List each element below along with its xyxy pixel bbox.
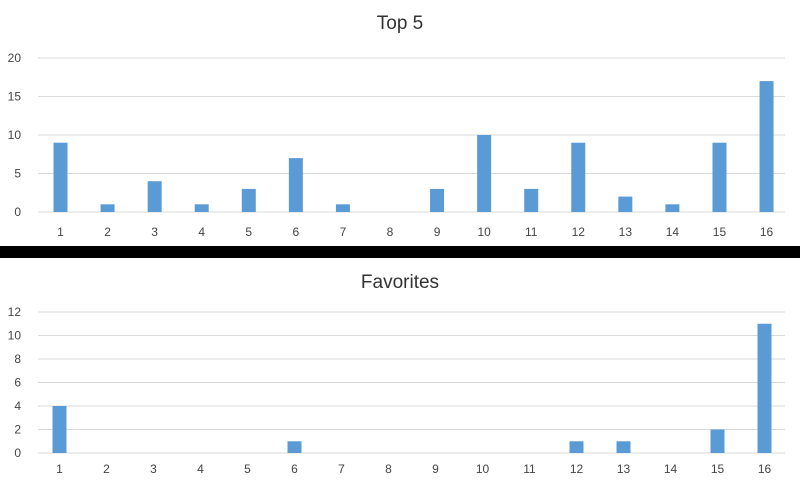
y-tick-label: 4 bbox=[14, 399, 21, 413]
bar bbox=[571, 143, 585, 212]
bar bbox=[758, 324, 772, 453]
bar bbox=[336, 204, 350, 212]
x-tick-label: 7 bbox=[338, 462, 345, 476]
x-tick-label: 1 bbox=[56, 462, 63, 476]
bar bbox=[760, 81, 774, 212]
y-tick-label: 0 bbox=[14, 446, 21, 460]
x-tick-label: 2 bbox=[103, 462, 110, 476]
bar bbox=[570, 441, 584, 453]
y-tick-label: 20 bbox=[8, 51, 22, 65]
y-tick-label: 2 bbox=[14, 423, 21, 437]
bar bbox=[289, 158, 303, 212]
bar bbox=[665, 204, 679, 212]
x-tick-label: 11 bbox=[525, 225, 538, 239]
bar bbox=[477, 135, 491, 212]
bar bbox=[288, 441, 302, 453]
y-tick-label: 6 bbox=[14, 376, 21, 390]
x-tick-label: 16 bbox=[758, 462, 772, 476]
bar bbox=[617, 441, 631, 453]
x-tick-label: 9 bbox=[434, 225, 441, 239]
top5-chart-panel: Top 5 0 5 10 15 20 1 2 3 4 5 6 7 8 9 10 11 12 13 14 15 16 bbox=[0, 0, 800, 246]
bar bbox=[242, 189, 256, 212]
bar bbox=[148, 181, 162, 212]
x-tick-label: 11 bbox=[523, 462, 536, 476]
x-tick-label: 13 bbox=[619, 225, 633, 239]
bar bbox=[711, 430, 725, 454]
x-tick-label: 15 bbox=[711, 462, 725, 476]
y-tick-label: 8 bbox=[14, 352, 21, 366]
x-tick-label: 10 bbox=[477, 225, 491, 239]
bar bbox=[712, 143, 726, 212]
bar bbox=[53, 406, 67, 453]
favorites-chart-panel: Favorites 0 2 4 6 8 10 12 1 2 3 4 5 6 7 8 9 10 11 12 13 14 15… bbox=[0, 258, 800, 486]
x-tick-label: 14 bbox=[666, 225, 680, 239]
x-tick-label: 4 bbox=[197, 462, 204, 476]
x-tick-label: 10 bbox=[476, 462, 490, 476]
bar bbox=[430, 189, 444, 212]
y-tick-label: 10 bbox=[8, 329, 22, 343]
x-tick-label: 7 bbox=[340, 225, 347, 239]
x-tick-label: 16 bbox=[760, 225, 774, 239]
x-tick-label: 5 bbox=[244, 462, 251, 476]
x-tick-label: 15 bbox=[713, 225, 727, 239]
x-tick-label: 8 bbox=[385, 462, 392, 476]
x-tick-label: 6 bbox=[291, 462, 298, 476]
bar bbox=[618, 197, 632, 212]
bar bbox=[101, 204, 115, 212]
x-tick-label: 3 bbox=[150, 462, 157, 476]
bar bbox=[195, 204, 209, 212]
y-tick-label: 0 bbox=[14, 205, 21, 219]
x-tick-label: 6 bbox=[293, 225, 300, 239]
x-tick-label: 2 bbox=[104, 225, 111, 239]
x-tick-label: 12 bbox=[572, 225, 586, 239]
y-tick-label: 12 bbox=[8, 305, 22, 319]
x-tick-label: 13 bbox=[617, 462, 631, 476]
x-tick-label: 4 bbox=[198, 225, 205, 239]
y-tick-label: 15 bbox=[8, 90, 22, 104]
bar bbox=[54, 143, 68, 212]
x-tick-label: 14 bbox=[664, 462, 678, 476]
x-tick-label: 1 bbox=[57, 225, 64, 239]
x-tick-label: 5 bbox=[245, 225, 252, 239]
bar bbox=[524, 189, 538, 212]
chart-divider bbox=[0, 246, 800, 258]
y-tick-label: 10 bbox=[8, 128, 22, 142]
x-tick-label: 12 bbox=[570, 462, 584, 476]
x-tick-label: 9 bbox=[432, 462, 439, 476]
x-tick-label: 8 bbox=[387, 225, 394, 239]
y-tick-label: 5 bbox=[14, 167, 21, 181]
x-tick-label: 3 bbox=[151, 225, 158, 239]
